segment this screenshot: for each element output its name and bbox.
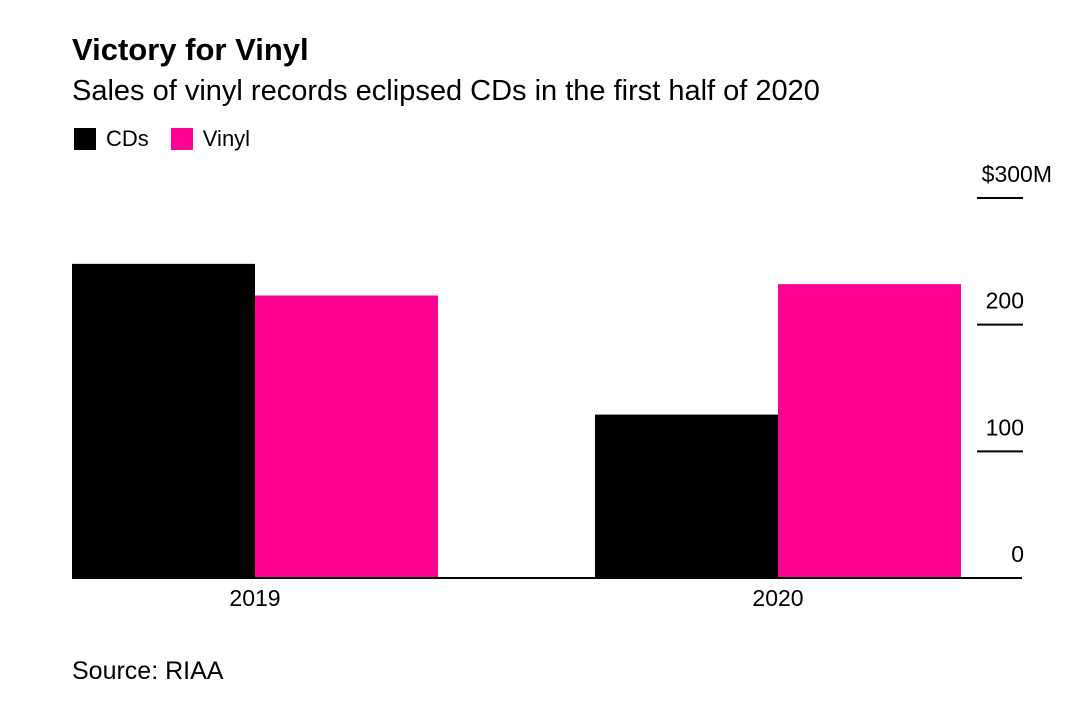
chart-subtitle: Sales of vinyl records eclipsed CDs in t… bbox=[72, 75, 820, 107]
legend: CDs Vinyl bbox=[74, 124, 272, 154]
legend-item-vinyl: Vinyl bbox=[170, 124, 251, 154]
bar-vinyl-2020 bbox=[778, 284, 961, 578]
legend-label-vinyl: Vinyl bbox=[202, 126, 251, 151]
y-tick-label: 100 bbox=[986, 414, 1024, 440]
y-tick-label: $300M bbox=[982, 161, 1052, 187]
legend-item-cds: CDs bbox=[74, 124, 149, 154]
legend-label-cds: CDs bbox=[106, 126, 149, 151]
legend-swatch-vinyl bbox=[170, 128, 193, 150]
chart-title: Victory for Vinyl bbox=[72, 32, 309, 67]
y-tick-label: 0 bbox=[1011, 541, 1024, 567]
x-tick-label: 2020 bbox=[752, 585, 803, 611]
bar-vinyl-2019 bbox=[255, 295, 438, 578]
y-tick-label: 200 bbox=[986, 288, 1024, 314]
bar-cds-2020 bbox=[595, 414, 778, 578]
bar-cds-2019 bbox=[72, 263, 255, 578]
source-note: Source: RIAA bbox=[72, 657, 224, 685]
x-tick-label: 2019 bbox=[229, 585, 280, 611]
legend-swatch-cds bbox=[74, 128, 96, 150]
